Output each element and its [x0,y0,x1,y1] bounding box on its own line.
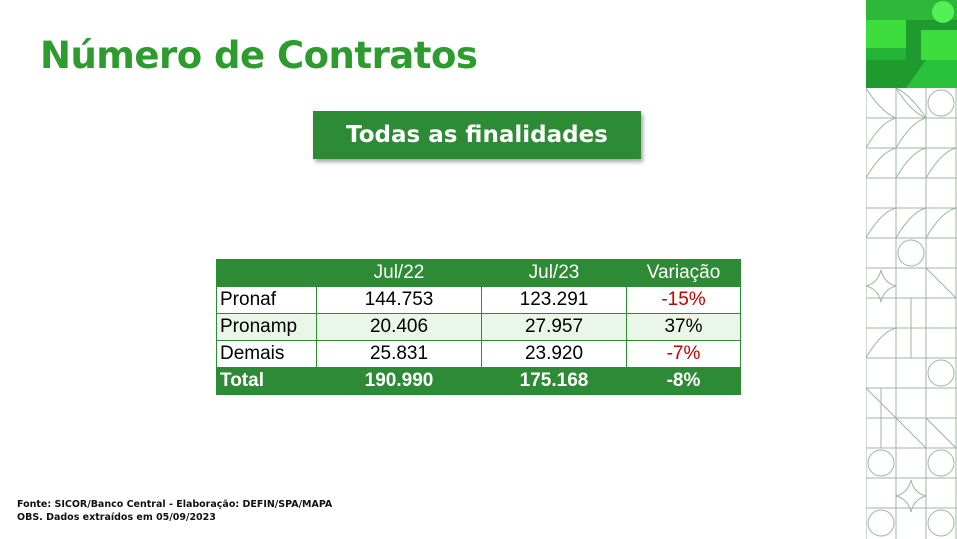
total-label: Total [216,367,317,395]
decorative-pattern-strip [866,0,957,539]
row-label: Pronaf [216,286,317,314]
cell-variacao: -15% [626,286,741,314]
cell-jul22: 144.753 [316,286,482,314]
cell-jul23: 123.291 [481,286,627,314]
header-jul23: Jul/23 [481,259,627,287]
footer-note: OBS. Dados extraídos em 05/09/2023 [17,512,216,523]
header-jul22: Jul/22 [316,259,482,287]
footer-notes: Fonte: SICOR/Banco Central - Elaboração:… [17,498,332,524]
subtitle-banner: Todas as finalidades [313,111,641,159]
table-row: Pronamp 20.406 27.957 37% [216,313,741,341]
total-jul22: 190.990 [316,367,482,395]
cell-jul22: 25.831 [316,340,482,368]
row-label: Pronamp [216,313,317,341]
table-row: Demais 25.831 23.920 -7% [216,340,741,368]
slide-title: Número de Contratos [40,34,478,77]
cell-variacao: 37% [626,313,741,341]
table-total-row: Total 190.990 175.168 -8% [216,367,741,395]
table-row: Pronaf 144.753 123.291 -15% [216,286,741,314]
subtitle-text: Todas as finalidades [346,122,608,148]
header-variacao: Variação [626,259,741,287]
footer-source: Fonte: SICOR/Banco Central - Elaboração:… [17,499,333,510]
row-label: Demais [216,340,317,368]
cell-jul23: 27.957 [481,313,627,341]
total-variacao: -8% [626,367,741,395]
table-header-row: Jul/22 Jul/23 Variação [216,259,741,287]
cell-jul22: 20.406 [316,313,482,341]
total-jul23: 175.168 [481,367,627,395]
header-empty [216,259,317,287]
cell-jul23: 23.920 [481,340,627,368]
contracts-table: Jul/22 Jul/23 Variação Pronaf 144.753 12… [216,259,741,395]
cell-variacao: -7% [626,340,741,368]
